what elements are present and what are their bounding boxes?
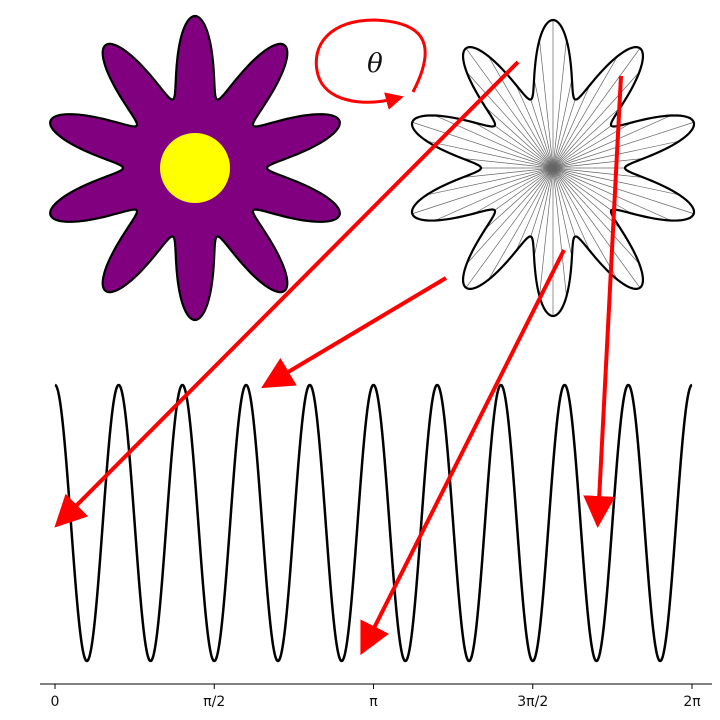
radial-ray: [552, 167, 618, 280]
radial-ray: [426, 140, 554, 169]
theta-rotation-indicator: θ: [314, 18, 427, 110]
radial-ray: [465, 48, 554, 169]
radial-ray: [552, 167, 671, 221]
x-tick-label: π: [369, 694, 378, 710]
mapping-arrows: [54, 60, 623, 656]
radial-ray: [465, 167, 554, 288]
purple-flower: [49, 14, 341, 322]
outline-flower-with-rays: [410, 18, 696, 318]
radial-ray: [474, 122, 554, 169]
radial-ray: [539, 167, 554, 297]
theta-label: θ: [367, 49, 383, 79]
radial-ray: [426, 167, 554, 196]
radial-ray: [485, 167, 554, 230]
radial-ray: [552, 167, 644, 178]
x-tick-label: 2π: [683, 694, 701, 710]
radial-ray: [485, 106, 554, 169]
radial-ray: [412, 121, 554, 169]
mapping-arrow: [54, 60, 520, 528]
radial-ray: [552, 167, 621, 230]
radial-ray: [552, 167, 567, 297]
radial-ray: [530, 167, 554, 237]
x-axis-ticks: 0 π/2 π 3π/2 2π: [51, 684, 701, 710]
radial-ray: [552, 78, 573, 169]
radial-ray: [552, 167, 612, 211]
radial-ray: [552, 167, 694, 215]
radial-ray: [539, 39, 554, 169]
radial-ray: [552, 167, 576, 237]
radial-ray: [552, 39, 567, 169]
radial-ray: [494, 125, 554, 169]
radial-ray: [552, 48, 641, 169]
radial-ray: [462, 158, 554, 169]
flower-center-yellow-disc: [160, 133, 230, 203]
radial-ray: [552, 106, 621, 169]
radial-ray: [552, 167, 641, 288]
radial-ray: [552, 121, 694, 169]
radial-ray: [435, 167, 554, 221]
radial-ray: [466, 71, 554, 169]
radial-ray: [466, 167, 554, 265]
outline-flower-boundary: [410, 18, 696, 318]
radial-ray: [412, 167, 554, 215]
x-tick-label: 3π/2: [517, 694, 548, 710]
radial-ray: [552, 167, 640, 265]
radial-ray: [530, 99, 554, 169]
x-tick-label: π/2: [203, 694, 225, 710]
radial-ray: [515, 167, 554, 252]
mapping-arrow: [360, 249, 566, 656]
radial-ray: [533, 167, 554, 258]
wave-series-line: [54, 383, 693, 663]
radial-ray: [552, 99, 576, 169]
radial-ray: [494, 167, 554, 211]
radial-ray: [533, 78, 554, 169]
radial-ray: [488, 56, 554, 169]
radial-ray: [552, 167, 591, 252]
radial-ray: [552, 71, 640, 169]
radial-ray: [552, 125, 612, 169]
radial-ray: [552, 56, 618, 169]
mapping-arrow: [261, 276, 448, 389]
radial-ray: [552, 167, 573, 258]
radial-ray: [552, 115, 671, 169]
radial-rays: [412, 20, 694, 316]
radial-ray: [488, 167, 554, 280]
radial-ray: [552, 158, 644, 169]
x-tick-label: 0: [51, 694, 60, 710]
radial-ray: [552, 167, 632, 214]
mapping-arrow: [583, 75, 623, 528]
cartesian-plot: 0 π/2 π 3π/2 2π: [40, 383, 712, 710]
rotation-arc-arrow: [314, 18, 427, 110]
radial-ray: [462, 167, 554, 178]
radial-ray: [474, 167, 554, 214]
radial-ray: [515, 84, 554, 169]
radial-ray: [552, 84, 591, 169]
